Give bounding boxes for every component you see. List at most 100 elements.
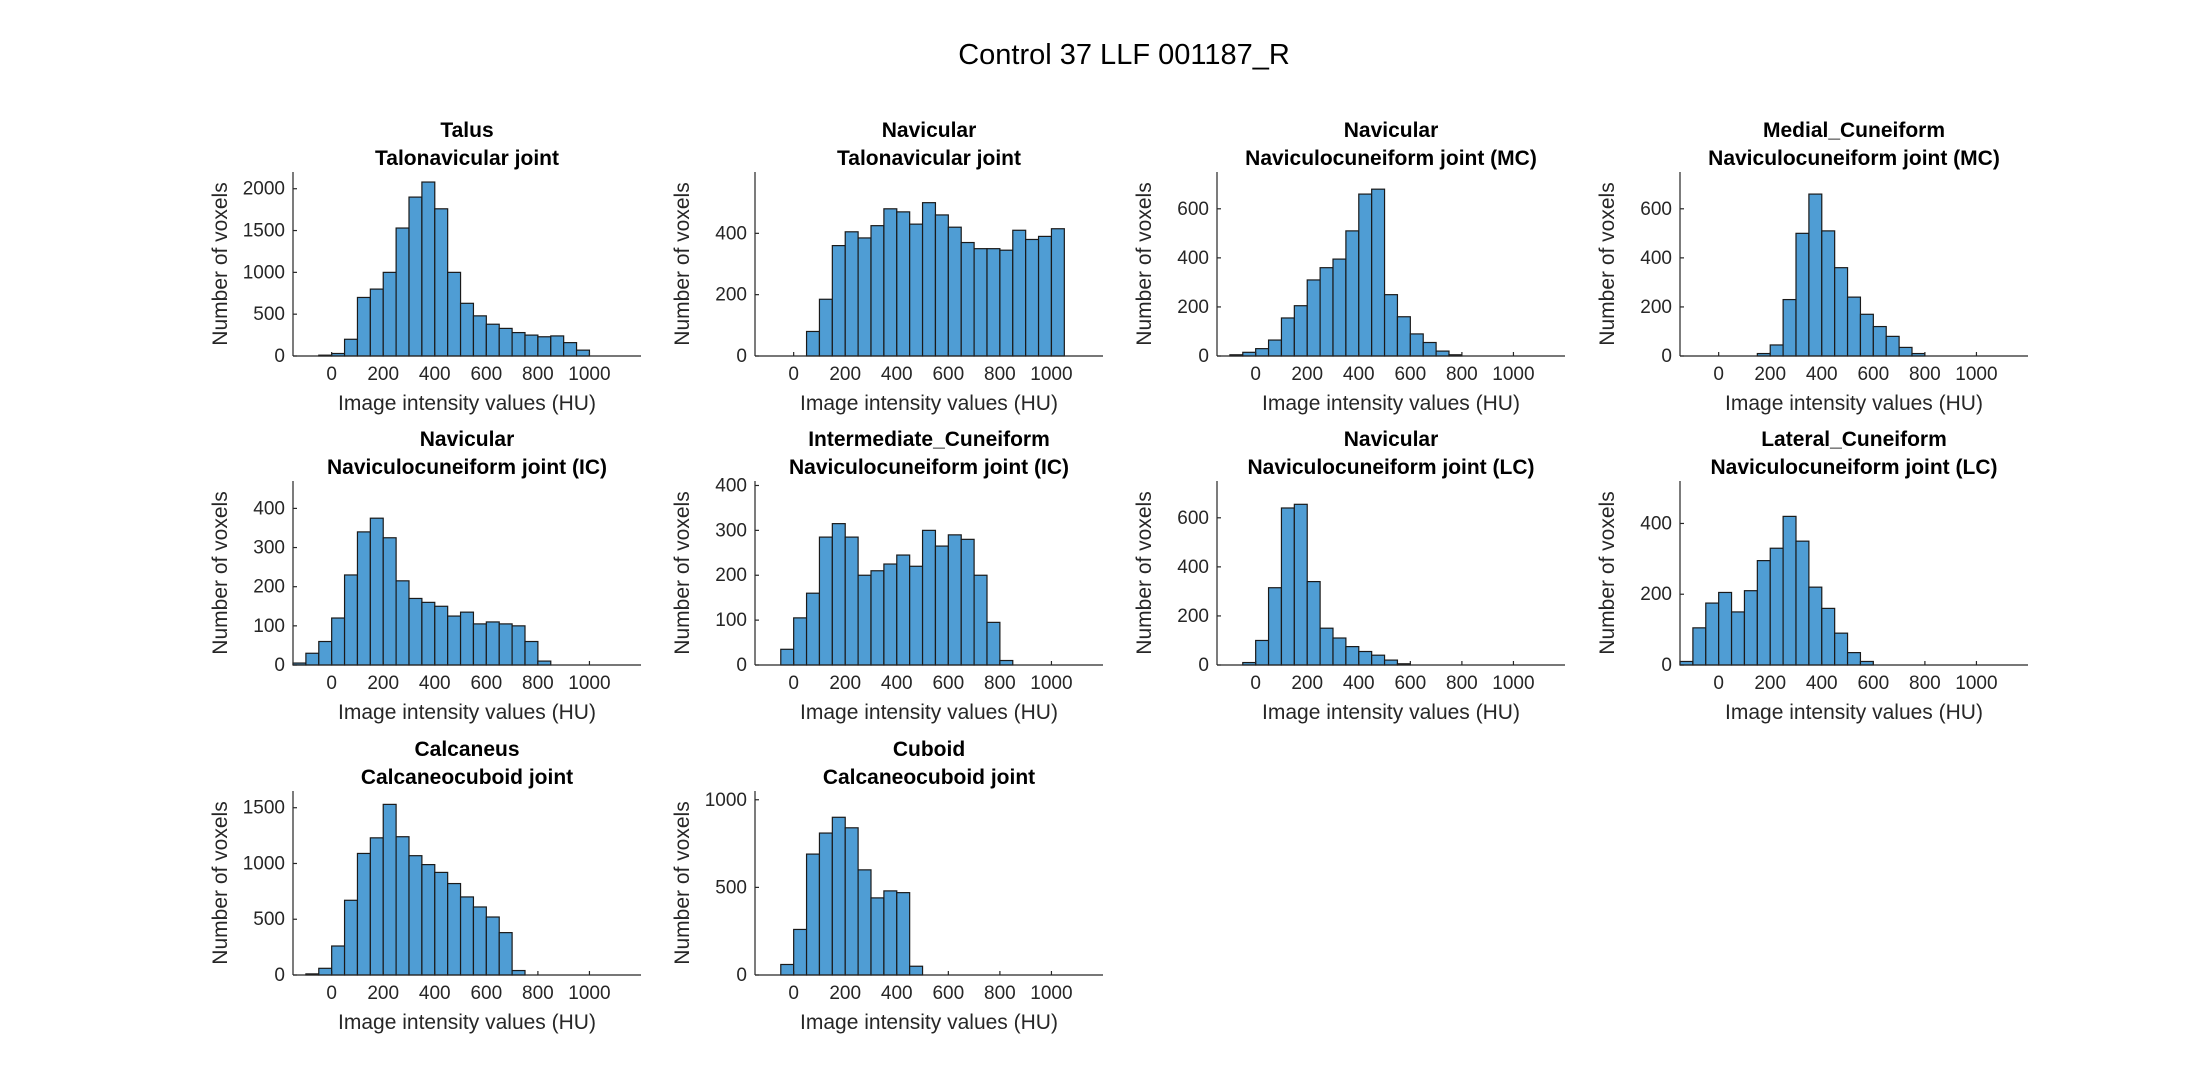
- histogram-bar: [883, 563, 898, 666]
- histogram-bar: [818, 298, 833, 357]
- histogram-bar: [563, 342, 578, 357]
- histogram-bar: [1255, 639, 1270, 666]
- y-tick-label: 1500: [243, 798, 285, 819]
- histogram-bar: [805, 592, 821, 666]
- x-tick-label: 600: [932, 983, 964, 1004]
- y-tick-label: 200: [1640, 297, 1672, 318]
- x-axis-label: Image intensity values (HU): [338, 1011, 596, 1034]
- histogram-bar: [395, 580, 410, 666]
- y-tick-label: 1500: [243, 221, 285, 242]
- subplot-title-line: Calcaneocuboid joint: [361, 766, 573, 789]
- y-axis-label: Number of voxels: [671, 491, 694, 654]
- y-axis-label: Number of voxels: [209, 801, 232, 964]
- histogram-bar: [805, 853, 821, 976]
- x-tick-label: 400: [1806, 673, 1838, 694]
- histogram-bar: [1422, 341, 1437, 357]
- x-tick-label: 600: [470, 364, 502, 385]
- histogram-bar: [1885, 335, 1900, 357]
- x-tick-label: 1000: [1030, 983, 1072, 1004]
- x-axis-label: Image intensity values (HU): [338, 701, 596, 724]
- histogram-bar: [459, 302, 475, 357]
- histogram-bar: [1358, 650, 1373, 666]
- histogram-bar: [485, 916, 500, 976]
- histogram-bar: [960, 241, 975, 357]
- histogram-bar: [1795, 540, 1810, 666]
- histogram-bar: [1280, 317, 1295, 357]
- x-tick-label: 200: [829, 364, 861, 385]
- y-tick-label: 400: [1640, 513, 1672, 534]
- histogram-bar: [1319, 267, 1334, 357]
- x-tick-label: 0: [1713, 364, 1724, 385]
- histogram-bar: [1037, 235, 1053, 357]
- histogram-bar: [857, 237, 872, 357]
- histogram-bar: [793, 617, 808, 666]
- histogram-bar: [831, 523, 846, 666]
- histogram-bar: [1705, 602, 1720, 666]
- y-tick-label: 400: [1640, 248, 1672, 269]
- histogram-bar: [1383, 659, 1399, 666]
- histogram-bar: [909, 565, 924, 666]
- histogram-bar: [780, 648, 795, 666]
- histogram-bar: [1769, 344, 1784, 357]
- histogram-bar: [1782, 298, 1797, 357]
- histogram-bar: [498, 623, 513, 666]
- histogram-bar: [498, 932, 513, 976]
- histogram-bar: [1808, 193, 1823, 357]
- histogram-bar: [408, 855, 423, 976]
- histogram-bar: [999, 249, 1014, 357]
- x-tick-label: 0: [1250, 673, 1261, 694]
- histogram-bar: [382, 537, 397, 666]
- histogram-bar: [1050, 228, 1065, 357]
- histogram-bar: [844, 231, 859, 357]
- histogram-bar: [447, 271, 462, 357]
- y-tick-label: 0: [736, 655, 747, 676]
- x-tick-label: 600: [932, 673, 964, 694]
- x-tick-label: 1000: [1492, 364, 1534, 385]
- x-tick-label: 800: [984, 983, 1016, 1004]
- histogram-bar: [511, 331, 526, 357]
- x-axis-label: Image intensity values (HU): [800, 701, 1058, 724]
- histogram-bar: [1808, 586, 1823, 666]
- histogram-bar: [1306, 580, 1321, 666]
- histogram-bar: [909, 223, 924, 357]
- x-tick-label: 600: [1857, 364, 1889, 385]
- x-tick-label: 0: [788, 673, 799, 694]
- y-tick-label: 1000: [243, 262, 285, 283]
- subplot-title-line: Calcaneus: [414, 738, 519, 761]
- x-tick-label: 0: [326, 983, 337, 1004]
- histogram-bar: [511, 625, 526, 666]
- histogram-bar: [1371, 654, 1386, 666]
- x-tick-label: 400: [881, 673, 913, 694]
- histogram-subplot: Calcaneus Calcaneocuboid joint 0 200 400 600 8…: [209, 738, 641, 1034]
- histogram-bar: [343, 899, 359, 976]
- histogram-bar: [1280, 507, 1295, 666]
- histogram-bar: [369, 288, 384, 357]
- y-tick-label: 200: [1177, 606, 1209, 627]
- histogram-bar: [999, 659, 1014, 666]
- histogram-bar: [1769, 547, 1784, 666]
- histogram-bar: [1730, 611, 1746, 666]
- x-tick-label: 800: [522, 673, 554, 694]
- subplot-title-line: Lateral_Cuneiform: [1761, 428, 1947, 451]
- x-tick-label: 1000: [568, 673, 610, 694]
- y-tick-label: 200: [1640, 584, 1672, 605]
- histogram-bar: [921, 202, 937, 357]
- y-tick-label: 0: [274, 655, 285, 676]
- histogram-bar: [1396, 316, 1411, 357]
- histogram-subplot: Intermediate_Cuneiform Naviculocuneiform …: [671, 428, 1103, 724]
- subplot-title-line: Navicular: [882, 119, 977, 142]
- histogram-subplot: Cuboid Calcaneocuboid joint 0 200 400 600 800 1…: [671, 738, 1103, 1034]
- histogram-bar: [844, 536, 859, 666]
- histogram-bar: [1358, 193, 1373, 357]
- histogram-bar: [1332, 637, 1347, 666]
- y-tick-label: 400: [1177, 248, 1209, 269]
- histogram-bar: [421, 181, 436, 357]
- x-tick-label: 0: [788, 983, 799, 1004]
- histogram-bar: [1255, 348, 1270, 357]
- x-tick-label: 200: [1291, 673, 1323, 694]
- x-tick-label: 1000: [1492, 673, 1534, 694]
- histogram-bar: [1859, 313, 1874, 357]
- histogram-bar: [793, 928, 808, 976]
- x-tick-label: 400: [419, 364, 451, 385]
